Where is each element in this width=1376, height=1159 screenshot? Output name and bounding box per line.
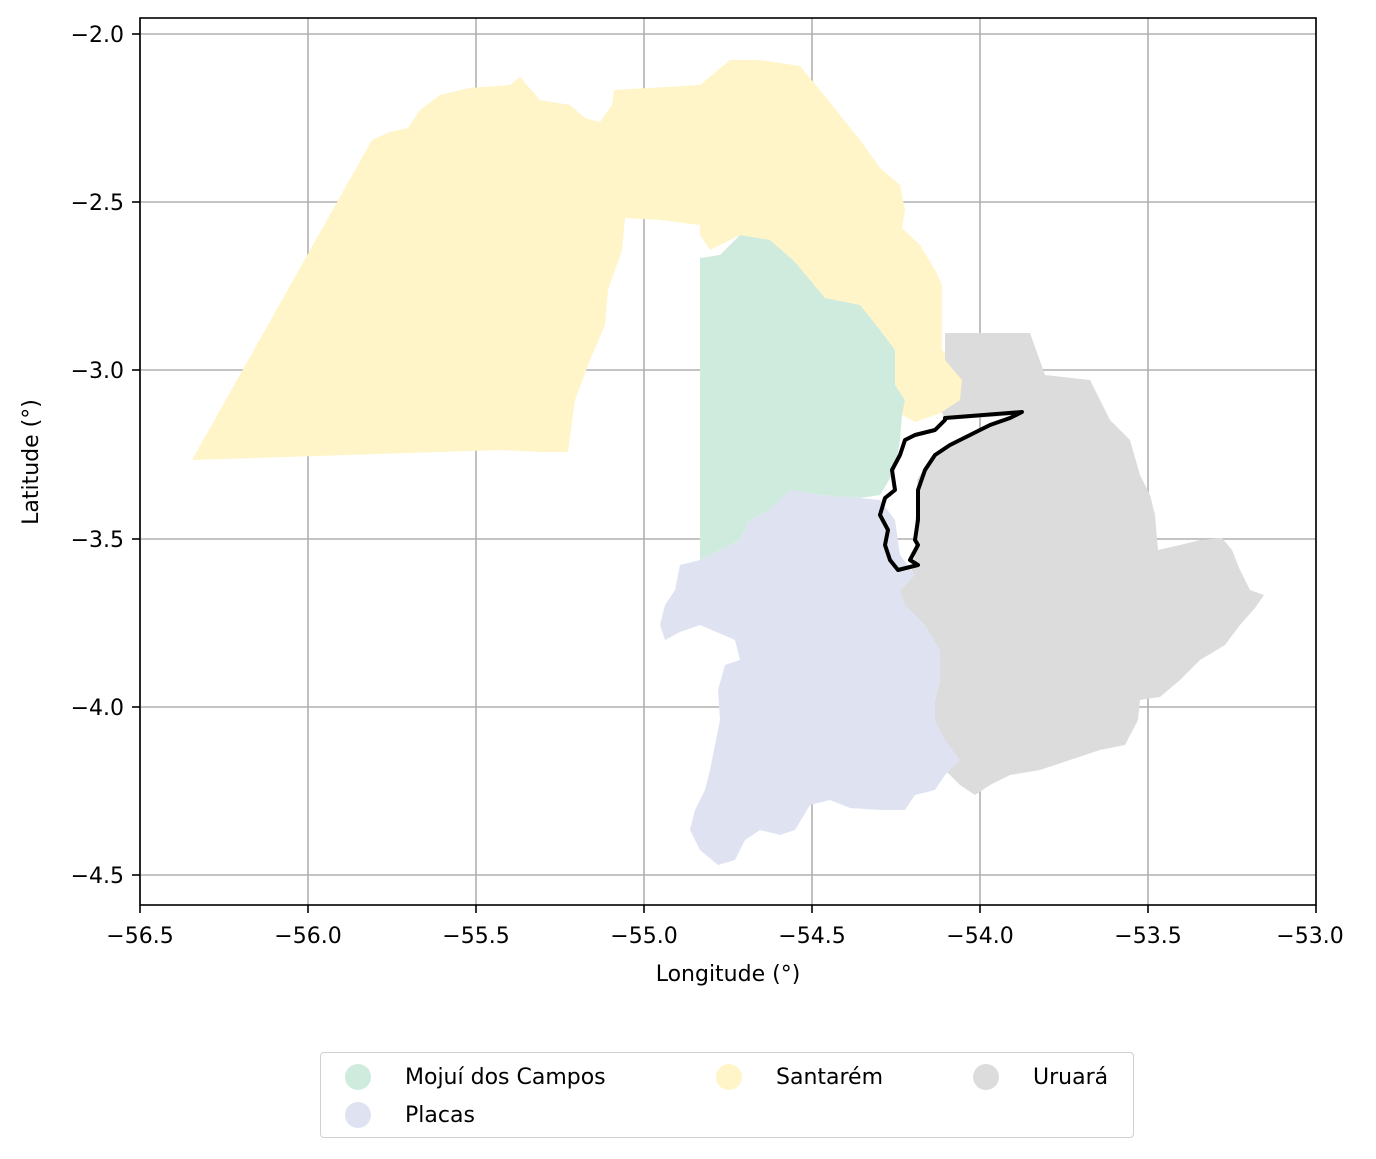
y-tick-label: −3.5	[71, 528, 124, 553]
y-axis-title: Latitude (°)	[19, 399, 44, 525]
outline-area	[878, 410, 1024, 572]
x-tick-label: −56.5	[106, 924, 173, 949]
x-tick-label: −56.0	[274, 924, 341, 949]
legend-marker	[345, 1064, 371, 1090]
y-tick-marks	[132, 33, 140, 876]
legend-label: Santarém	[776, 1064, 884, 1090]
legend-item-mojui-dos-campos: Mojuí dos Campos	[345, 1064, 606, 1090]
y-tick-label: −3.0	[71, 359, 124, 384]
legend-item-santarem: Santarém	[716, 1064, 883, 1090]
x-tick-label: −54.5	[778, 924, 845, 949]
x-tick-label: −54.0	[946, 924, 1013, 949]
legend-item-placas: Placas	[345, 1102, 475, 1128]
axes-frame	[139, 17, 1317, 906]
legend-label: Placas	[405, 1102, 475, 1128]
legend: Mojuí dos Campos Santarém Uruará Placas	[320, 1052, 1134, 1138]
x-axis-title: Longitude (°)	[656, 962, 801, 987]
y-tick-label: −2.5	[71, 191, 124, 216]
x-tick-label: −55.5	[442, 924, 509, 949]
legend-label: Uruará	[1033, 1064, 1109, 1090]
y-tick-label: −4.5	[71, 864, 124, 889]
region-placas	[660, 490, 960, 865]
region-uruara	[895, 333, 1264, 795]
y-tick-labels: −2.0 −2.5 −3.0 −3.5 −4.0 −4.5	[71, 23, 124, 889]
legend-marker	[716, 1064, 742, 1090]
region-mojui-dos-campos	[700, 235, 905, 560]
legend-item-uruara: Uruará	[973, 1064, 1108, 1090]
x-tick-marks	[139, 905, 1317, 913]
x-tick-label: −53.5	[1114, 924, 1181, 949]
region-santarem	[192, 60, 964, 460]
legend-marker	[345, 1102, 371, 1128]
x-tick-labels: −56.5 −56.0 −55.5 −55.0 −54.5 −54.0 −53.…	[106, 924, 1343, 949]
y-tick-label: −4.0	[71, 696, 124, 721]
legend-marker	[973, 1064, 999, 1090]
regions	[192, 60, 1264, 865]
x-tick-label: −55.0	[610, 924, 677, 949]
y-tick-label: −2.0	[71, 23, 124, 48]
x-tick-label: −53.0	[1276, 924, 1343, 949]
legend-label: Mojuí dos Campos	[405, 1064, 606, 1090]
